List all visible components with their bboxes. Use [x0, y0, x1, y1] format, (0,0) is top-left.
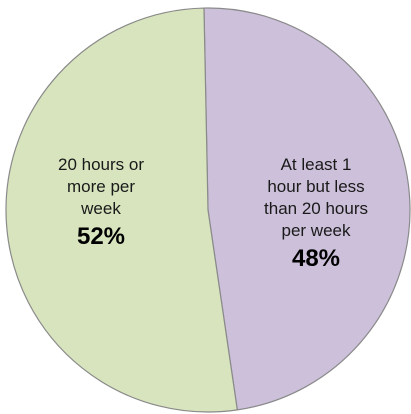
slice-value-label: 52% [77, 223, 125, 250]
pie-slice-0 [203, 7, 411, 411]
slice-label-line: At least 1 [281, 155, 352, 174]
slice-value-label: 48% [292, 245, 340, 272]
slice-label-group-1: 20 hours or more per week 52% [58, 155, 144, 250]
pie-labels: At least 1 hour but less than 20 hours per … [58, 155, 368, 272]
slice-label-line: hour but less [267, 177, 364, 196]
slice-label-line: week [80, 199, 121, 218]
pie-slice-1 [5, 7, 239, 413]
slice-label-line: more per [67, 177, 135, 196]
slice-label-line: per week [282, 221, 351, 240]
slice-label-line: than 20 hours [264, 199, 368, 218]
pie-slices [5, 7, 411, 413]
slice-label-group-0: At least 1 hour but less than 20 hours per … [264, 155, 368, 272]
slice-label-line: 20 hours or [58, 155, 144, 174]
